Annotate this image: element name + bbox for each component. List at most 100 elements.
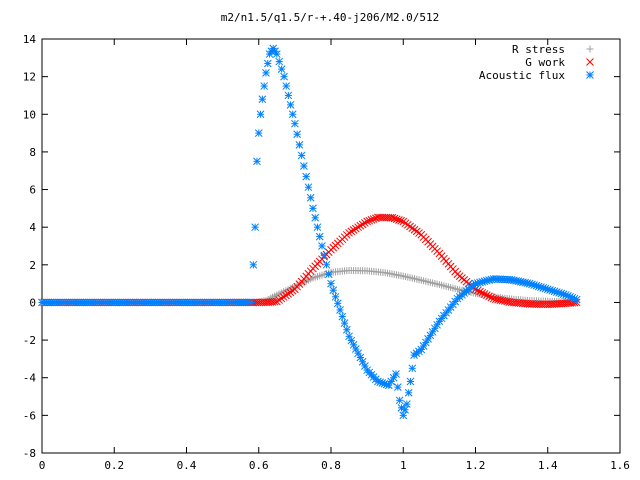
data-point	[476, 287, 484, 296]
y-tick-label: -8	[23, 447, 36, 460]
y-tick-label: 14	[23, 33, 37, 46]
data-point	[354, 223, 362, 232]
data-point	[390, 214, 399, 223]
data-point	[393, 383, 402, 391]
data-point	[256, 110, 265, 119]
legend-label: Acoustic flux	[479, 69, 565, 82]
data-point	[282, 82, 291, 90]
data-point	[247, 298, 256, 307]
x-tick-label: 0.2	[104, 459, 124, 472]
x-tick-label: 0.8	[321, 459, 341, 472]
data-point	[251, 223, 259, 232]
data-point	[363, 217, 371, 226]
data-point	[286, 288, 295, 297]
series-g-work	[38, 213, 581, 309]
data-point	[300, 162, 308, 170]
data-point	[309, 204, 317, 213]
data-point	[311, 213, 320, 222]
legend-marker	[586, 71, 594, 79]
y-tick-label: 2	[29, 259, 36, 272]
y-axis: -8 -6 -4 -2 0 2 4 6 8 10 12 14	[23, 33, 620, 460]
data-point	[260, 82, 269, 90]
data-point	[329, 286, 338, 295]
data-point	[395, 396, 404, 405]
data-point	[351, 224, 360, 233]
data-point	[356, 221, 365, 230]
data-point	[336, 306, 344, 314]
x-axis: 0 0.2 0.4 0.6 0.8 1 1.2 1.4 1.6	[39, 39, 630, 472]
plot-area	[38, 44, 581, 420]
data-point	[331, 292, 340, 301]
data-point	[403, 400, 411, 408]
data-point	[318, 242, 326, 250]
data-point	[340, 319, 349, 328]
y-tick-label: 12	[23, 71, 36, 84]
y-tick-label: -2	[23, 334, 36, 347]
data-point	[306, 193, 315, 202]
data-point	[284, 91, 293, 100]
data-point	[322, 260, 331, 269]
data-point	[480, 290, 489, 298]
y-tick-label: -6	[23, 409, 36, 422]
data-point	[367, 216, 376, 224]
x-tick-label: 1	[400, 459, 407, 472]
data-point	[503, 297, 511, 306]
data-point	[279, 293, 288, 301]
data-point	[272, 50, 281, 58]
legend-label: R stress	[512, 43, 565, 56]
y-tick-label: 0	[29, 296, 36, 309]
data-point	[284, 290, 292, 298]
data-point	[485, 292, 493, 301]
data-point	[361, 219, 369, 227]
data-point	[406, 377, 415, 386]
data-point	[280, 72, 288, 81]
data-point	[249, 260, 258, 269]
legend-label: G work	[525, 56, 565, 69]
x-tick-label: 1.6	[610, 459, 630, 472]
data-point	[399, 411, 408, 420]
x-tick-label: 0	[39, 459, 46, 472]
data-point	[288, 110, 297, 119]
data-point	[498, 296, 507, 305]
data-point	[304, 183, 313, 192]
data-point	[302, 172, 311, 181]
data-point	[345, 228, 353, 237]
data-point	[478, 288, 487, 297]
data-point	[489, 294, 498, 303]
data-point	[253, 157, 261, 166]
data-point	[333, 299, 342, 308]
data-point	[426, 331, 435, 340]
data-point	[349, 226, 358, 234]
data-point	[277, 65, 286, 73]
data-point	[482, 291, 491, 300]
data-point	[408, 364, 417, 373]
data-point	[500, 297, 509, 305]
data-point	[258, 95, 267, 104]
legend-marker	[586, 45, 594, 53]
data-point	[395, 216, 403, 224]
data-point	[272, 297, 281, 306]
x-tick-label: 1.2	[466, 459, 486, 472]
data-point	[392, 215, 401, 224]
data-point	[293, 130, 301, 139]
data-point	[275, 57, 284, 66]
data-point	[295, 140, 304, 149]
data-point	[397, 216, 405, 225]
data-point	[347, 227, 356, 236]
data-point	[270, 297, 279, 306]
data-point	[286, 101, 295, 109]
data-point	[320, 251, 329, 260]
data-point	[262, 69, 270, 77]
data-point	[496, 296, 505, 304]
y-tick-label: 8	[29, 146, 36, 159]
data-point	[388, 213, 397, 222]
y-tick-label: 4	[29, 221, 36, 234]
data-point	[313, 223, 322, 232]
data-point	[338, 312, 347, 321]
data-point	[572, 295, 581, 304]
data-point	[327, 279, 335, 288]
data-point	[254, 129, 263, 137]
y-tick-label: 10	[23, 108, 36, 121]
y-tick-label: 6	[29, 184, 36, 197]
data-point	[392, 370, 400, 378]
